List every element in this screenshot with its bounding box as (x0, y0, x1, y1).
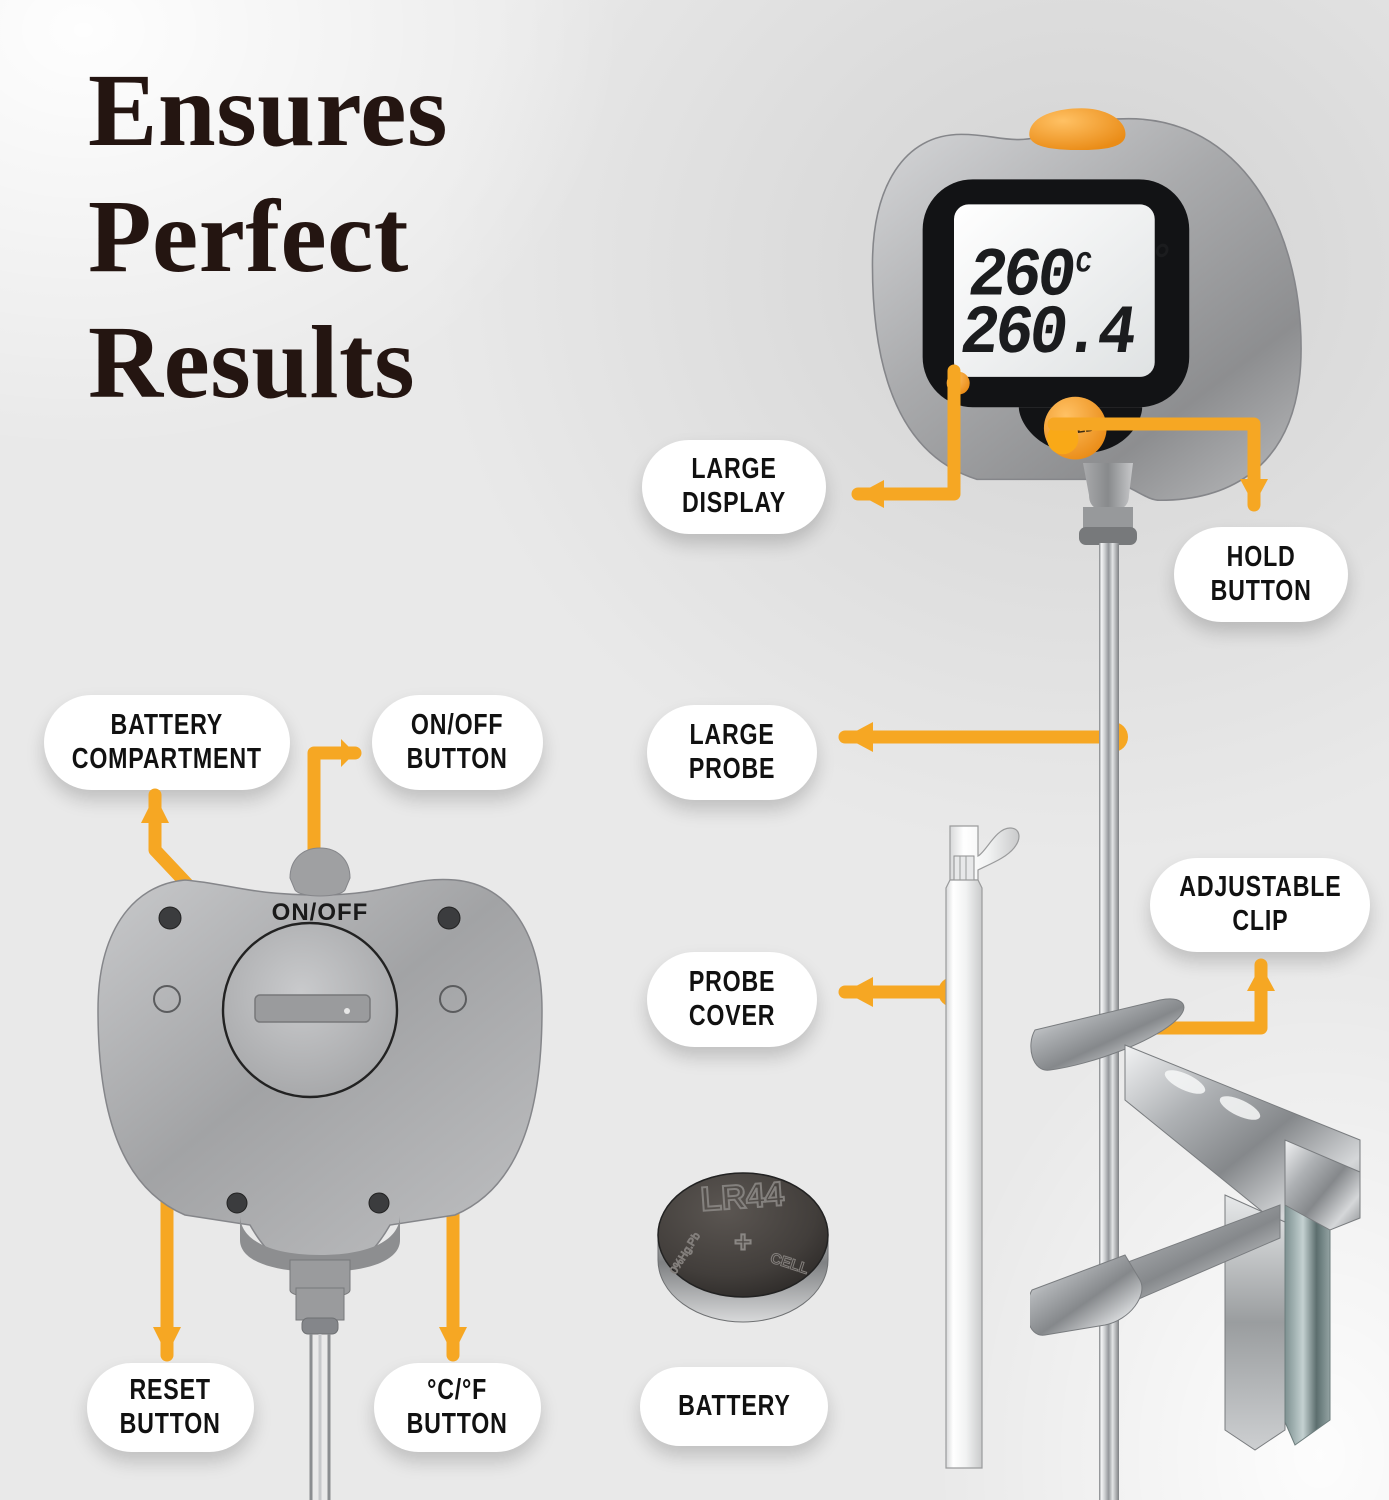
svg-text:LR44: LR44 (699, 1175, 785, 1219)
svg-text:+: + (734, 1226, 752, 1259)
svg-text:260.4: 260.4 (955, 296, 1139, 374)
svg-text:ON/OFF: ON/OFF (272, 899, 369, 926)
